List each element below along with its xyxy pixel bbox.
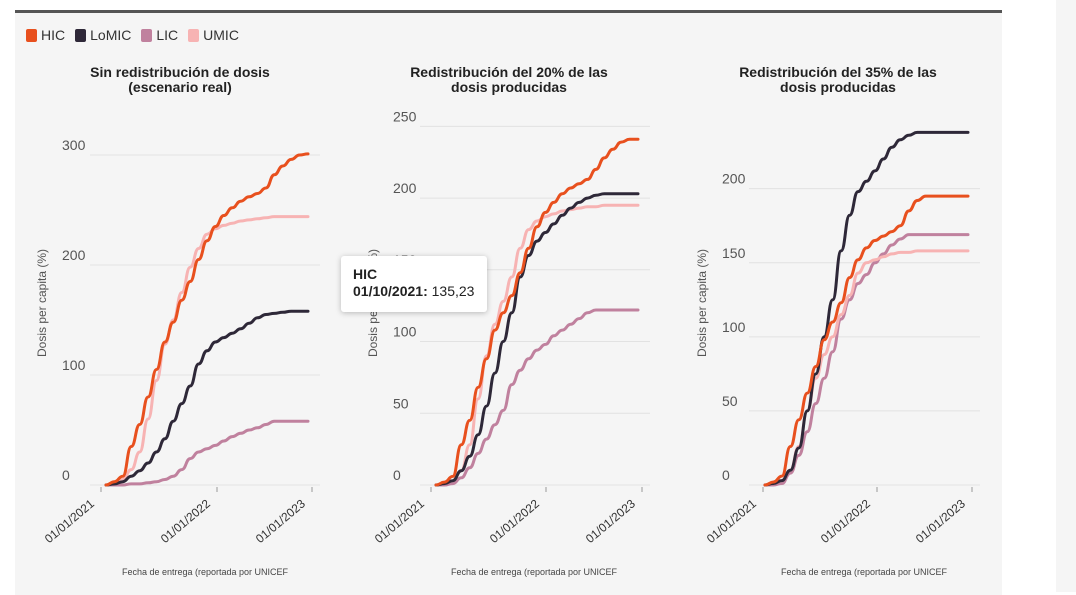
x-tick-label: 01/01/2021 [42,496,97,546]
chart-title-line: Redistribución del 20% de las [410,64,608,80]
chart-title-line: Sin redistribución de dosis [90,64,270,80]
legend-label-hic: HIC [41,27,66,43]
y-tick-label: 300 [62,137,86,153]
legend-swatch-hic [26,28,37,42]
y-axis-label: Dosis per capita (%) [35,249,49,357]
x-axis-label: Fecha de entrega (reportada por UNICEF [781,567,948,577]
x-tick-label: 01/01/2023 [253,496,308,546]
legend-label-lic: LIC [156,27,179,43]
y-tick-label: 0 [393,467,401,483]
y-tick-label: 100 [393,324,417,340]
tooltip-series: HIC [353,266,378,282]
side-strip [1056,0,1076,592]
y-tick-label: 200 [722,171,746,187]
chart-1: Sin redistribución de dosis (escenario re… [35,64,320,577]
y-tick-label: 200 [393,180,417,196]
y-tick-label: 0 [722,467,730,483]
y-tick-label: 50 [722,393,738,409]
series-line-umic [434,203,640,487]
legend-swatch-umic [188,28,200,42]
y-tick-label: 200 [62,247,86,263]
chart-title: Redistribución del 20% de las dosis produ… [410,64,608,95]
y-tick-label: 0 [62,467,70,483]
y-tick-label: 100 [62,357,86,373]
x-tick-label: 01/01/2021 [372,496,427,546]
legend-item-umic[interactable]: UMIC [188,27,239,43]
legend-item-lic[interactable]: LIC [141,27,178,43]
y-tick-label: 100 [722,319,746,335]
chart-title-line: dosis producidas [451,79,567,95]
chart-title-line: dosis producidas [780,79,896,95]
tooltip: HIC 01/10/2021: 135,23 [341,256,487,312]
legend-item-hic[interactable]: HIC [26,27,65,43]
tooltip-row: 01/10/2021: 135,23 [353,283,477,300]
series-line-lomic [763,130,970,487]
tooltip-value: 135,23 [431,283,475,299]
x-tick-label: 01/01/2022 [818,496,873,546]
x-axis-label: Fecha de entrega (reportada por UNICEF [122,567,289,577]
legend-label-umic: UMIC [203,27,239,43]
series-line-lic [763,233,970,487]
series-line-umic [104,215,310,487]
series-line-lic [434,308,640,487]
series-line-hic [434,137,640,487]
y-axis-label: Dosis per capita (%) [695,249,709,357]
x-tick-label: 01/01/2022 [158,496,213,546]
chart-title-line: (escenario real) [128,79,232,95]
chart-title: Sin redistribución de dosis (escenario re… [90,64,270,95]
series-line-hic [104,152,310,487]
series-line-hic [763,194,970,487]
legend-label-lomic: LoMIC [90,27,132,43]
x-axis-label: Fecha de entrega (reportada por UNICEF [451,567,618,577]
legend-swatch-lomic [75,28,87,42]
legend-swatch-lic [141,28,153,42]
tooltip-date: 01/10/2021: [353,283,428,299]
series-line-lic [104,419,310,487]
chart-3: Redistribución del 35% de las dosis produ… [695,64,980,577]
legend-item-lomic[interactable]: LoMIC [75,27,131,43]
x-tick-label: 01/01/2023 [583,496,638,546]
y-tick-label: 250 [393,108,417,124]
x-tick-label: 01/01/2021 [704,496,759,546]
chart-2: Redistribución del 20% de las dosis produ… [366,64,650,577]
chart-title-line: Redistribución del 35% de las [739,64,937,80]
x-tick-label: 01/01/2022 [487,496,542,546]
legend: HIC LoMIC LIC UMIC [26,27,239,43]
y-tick-label: 150 [722,245,746,261]
series-line-lomic [434,192,640,487]
chart-title: Redistribución del 35% de las dosis produ… [739,64,937,95]
y-tick-label: 50 [393,395,409,411]
series-line-lomic [104,309,310,487]
x-tick-label: 01/01/2023 [913,496,968,546]
